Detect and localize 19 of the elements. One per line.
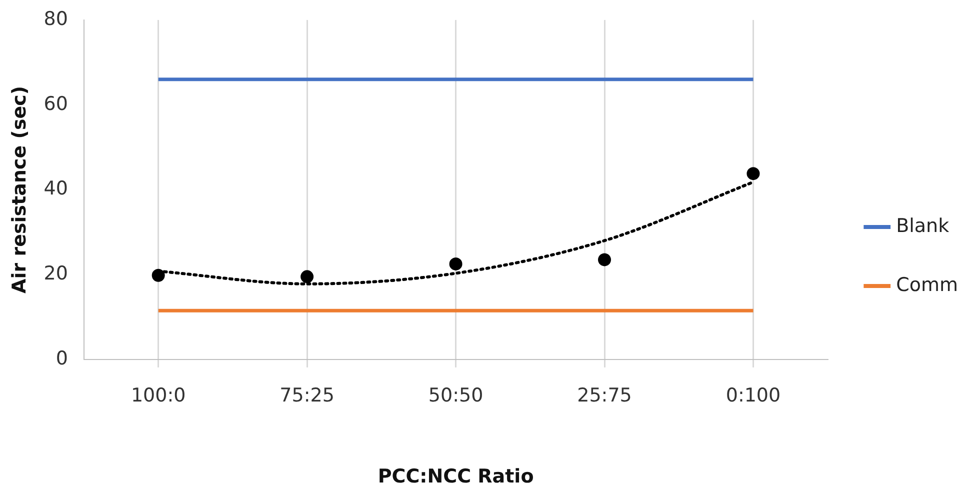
y-tick-label: 60 (44, 92, 68, 115)
legend-label: Blank (896, 214, 950, 237)
point (152, 268, 165, 282)
legend-label: Comm (896, 274, 958, 296)
y-tick-label: 40 (44, 178, 68, 200)
point (746, 167, 760, 180)
y-tick-label: 0 (56, 347, 68, 370)
x-tick-label: 100:0 (130, 384, 186, 407)
x-tick-label: 0:100 (726, 384, 781, 407)
y-axis-title: Air resistance (sec) (8, 86, 30, 294)
point (598, 253, 612, 266)
point (449, 257, 462, 270)
x-tick-label: 25:75 (577, 384, 632, 407)
y-tick-label: 80 (44, 8, 68, 30)
x-tick-label: 50:50 (428, 384, 484, 407)
x-tick-label: 75:25 (280, 384, 334, 407)
x-axis-title: PCC:NCC Ratio (378, 466, 534, 488)
point (300, 270, 314, 284)
y-tick-label: 20 (44, 262, 68, 284)
